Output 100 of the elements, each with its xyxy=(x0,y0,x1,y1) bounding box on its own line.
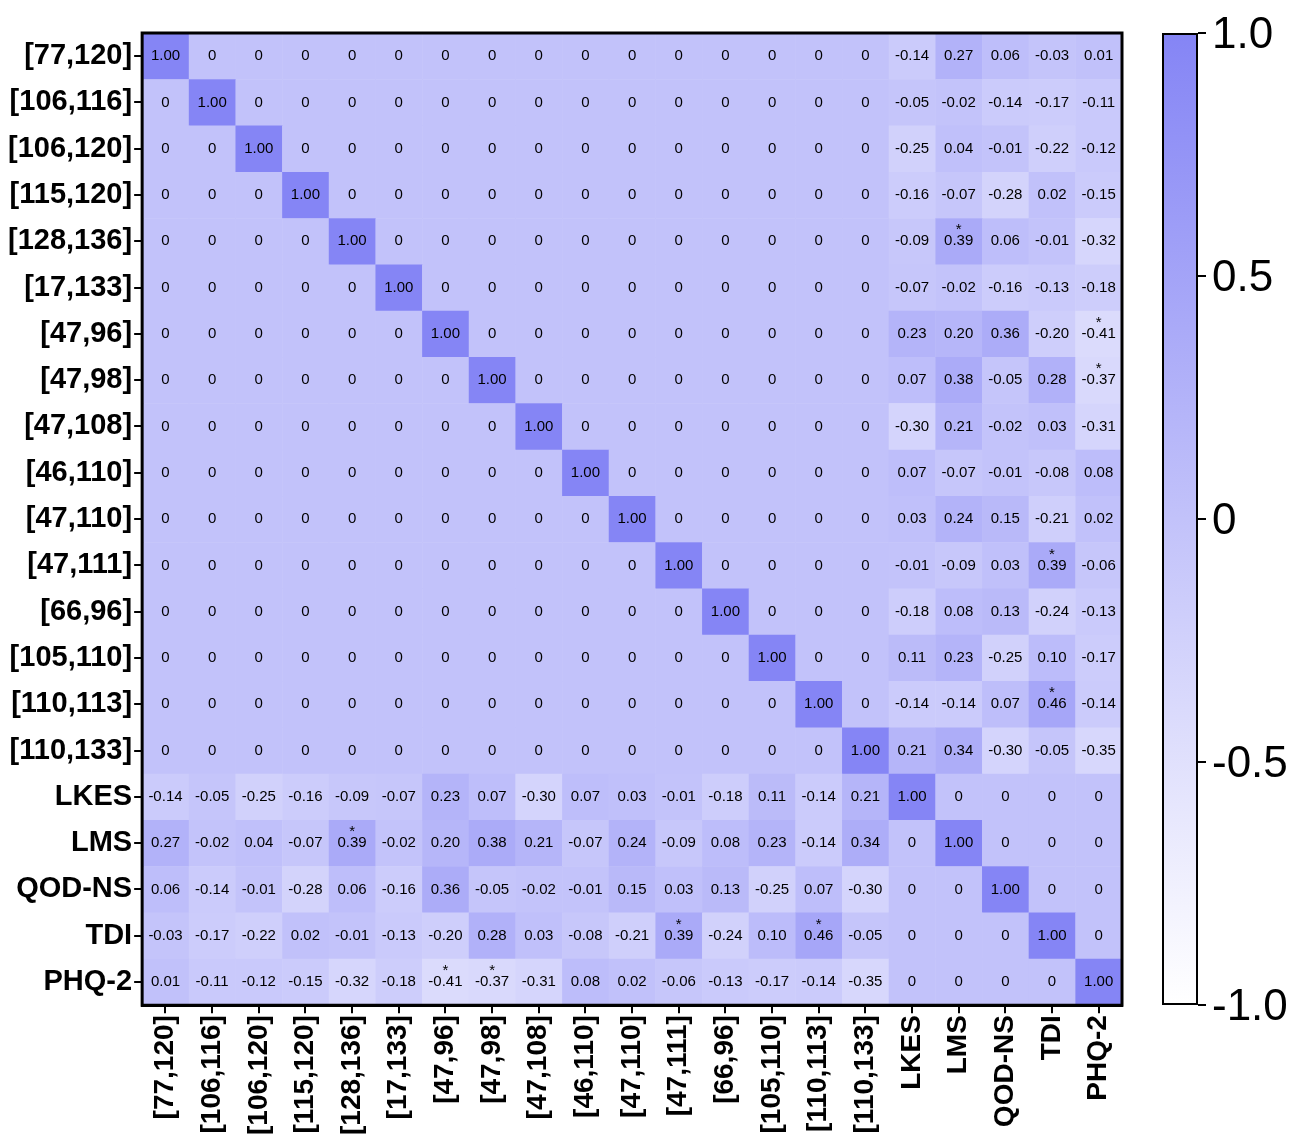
x-tick-label: LMS xyxy=(941,1015,973,1075)
data-label: 0 xyxy=(207,370,217,388)
y-tick-label: LMS xyxy=(70,825,133,858)
data-label: 1.00 xyxy=(337,231,367,249)
data-label: 0 xyxy=(161,416,170,434)
data-label: 0 xyxy=(301,92,310,110)
data-label: 0 xyxy=(581,46,590,64)
data-label: 0 xyxy=(347,462,357,480)
data-label: 0 xyxy=(627,277,637,295)
y-tick-label: [105,110] xyxy=(9,639,133,672)
data-label: -0.25 xyxy=(754,879,790,897)
color-bar-label: 1.0 xyxy=(1212,8,1274,57)
data-label: 0.06 xyxy=(990,46,1020,64)
data-label: -0.18 xyxy=(381,972,416,990)
data-label: 0 xyxy=(627,694,637,712)
data-label: 0 xyxy=(581,648,590,666)
data-label: -0.07 xyxy=(941,462,976,480)
data-label: 1.00 xyxy=(617,509,647,527)
data-label: -0.14 xyxy=(894,46,930,64)
data-label: 0 xyxy=(767,416,777,434)
data-label: -0.07 xyxy=(894,277,930,295)
y-tick-label: LKES xyxy=(54,778,133,811)
data-label: 0.24 xyxy=(617,833,647,851)
data-label: 1.00 xyxy=(1084,972,1114,990)
y-tick-label: [128,136] xyxy=(7,223,133,256)
data-label: 0.28 xyxy=(477,925,507,943)
data-label: 0 xyxy=(161,740,170,758)
data-label: 0 xyxy=(814,416,823,434)
data-label: 0 xyxy=(814,740,823,758)
data-label: 0 xyxy=(767,46,777,64)
data-label: 0 xyxy=(394,462,403,480)
y-tick-label: [66,96] xyxy=(40,593,133,626)
data-label: * 0.39 xyxy=(664,914,694,943)
data-label: 0 xyxy=(254,694,263,712)
data-label: 0 xyxy=(674,138,683,156)
data-label: 0 xyxy=(581,231,590,249)
data-label: 0 xyxy=(861,462,870,480)
data-label: 0 xyxy=(301,324,310,342)
data-label: 0 xyxy=(767,462,777,480)
data-label: -0.03 xyxy=(148,925,183,943)
data-label: 1.00 xyxy=(850,740,880,758)
data-label: 0.36 xyxy=(430,879,461,897)
data-label: 0 xyxy=(254,92,263,110)
data-label: -0.14 xyxy=(801,833,836,851)
data-label: 0 xyxy=(627,462,637,480)
data-label: 0 xyxy=(441,555,450,573)
data-label: 0 xyxy=(1094,925,1103,943)
data-label: 0 xyxy=(207,648,217,666)
data-label: 0 xyxy=(861,555,870,573)
data-label: 1.00 xyxy=(944,833,974,851)
data-label: 0 xyxy=(767,370,777,388)
data-label: 0 xyxy=(674,324,683,342)
data-label: 0 xyxy=(767,138,777,156)
data-label: 1.00 xyxy=(430,324,461,342)
data-label: 0 xyxy=(394,740,403,758)
data-label: -0.07 xyxy=(941,185,976,203)
data-label: 0 xyxy=(441,277,450,295)
data-label: 0.01 xyxy=(1084,46,1114,64)
data-label: 0 xyxy=(394,185,403,203)
data-label: 1.00 xyxy=(384,277,414,295)
data-label: 0.08 xyxy=(1084,462,1114,480)
data-label: -0.12 xyxy=(1081,138,1116,156)
data-label: 0.38 xyxy=(944,370,974,388)
data-label: 0 xyxy=(254,231,263,249)
data-label: 0.03 xyxy=(990,555,1020,573)
data-label: 0 xyxy=(161,694,170,712)
data-label: 0 xyxy=(254,370,263,388)
data-label: 0 xyxy=(1047,879,1057,897)
x-tick-label: [47,110] xyxy=(614,1015,646,1118)
data-label: 0 xyxy=(1001,972,1010,990)
data-label: -0.14 xyxy=(801,972,836,990)
data-label: 0 xyxy=(441,92,450,110)
x-tick-label: [128,136] xyxy=(334,1015,366,1136)
data-label: 0 xyxy=(394,694,403,712)
data-label: 0 xyxy=(161,648,170,666)
data-label: 0 xyxy=(161,277,170,295)
x-tick-label: [115,120] xyxy=(288,1015,320,1134)
data-label: 0 xyxy=(534,231,543,249)
data-label: 0 xyxy=(767,185,777,203)
data-label: * 0.46 xyxy=(804,914,834,943)
data-label: 0.23 xyxy=(897,324,927,342)
data-label: * -0.37 xyxy=(474,961,510,990)
data-label: 0 xyxy=(487,185,497,203)
data-label: 0 xyxy=(534,694,543,712)
data-label: 0 xyxy=(627,416,637,434)
data-label: 0 xyxy=(674,694,683,712)
data-label: 0 xyxy=(394,370,403,388)
data-label: -0.14 xyxy=(195,879,230,897)
data-label: 1.00 xyxy=(710,601,740,619)
data-label: 0 xyxy=(674,462,683,480)
y-tick-label: [106,116] xyxy=(9,84,133,117)
data-label: -0.35 xyxy=(848,972,883,990)
data-label: -0.32 xyxy=(335,972,370,990)
data-label: 0 xyxy=(301,138,310,156)
data-label: 0 xyxy=(394,555,403,573)
data-label: -0.09 xyxy=(661,833,696,851)
data-label: 1.00 xyxy=(150,46,181,64)
data-label: -0.07 xyxy=(288,833,323,851)
data-label: 0 xyxy=(627,138,637,156)
data-label: 0 xyxy=(861,185,870,203)
